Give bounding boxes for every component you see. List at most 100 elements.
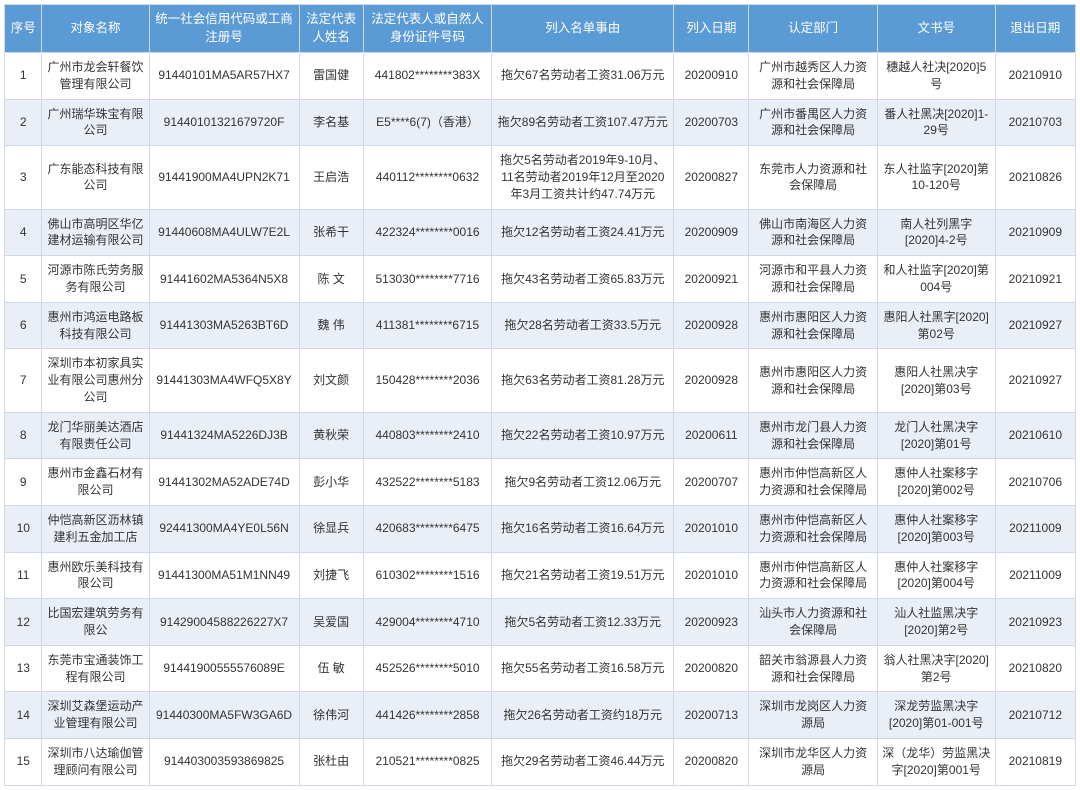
cell-dept: 惠州市仲恺高新区人力资源和社会保障局 xyxy=(749,505,878,552)
cell-uscc: 91429004588226227X7 xyxy=(149,599,299,646)
cell-reason: 拖欠29名劳动者工资46.44万元 xyxy=(492,738,674,785)
cell-reason: 拖欠43名劳动者工资65.83万元 xyxy=(492,256,674,303)
cell-outdate: 20210610 xyxy=(995,412,1075,459)
table-row: 4佛山市高明区华亿建材运输有限公司91440608MA4ULW7E2L张希干42… xyxy=(5,209,1076,256)
cell-idx: 12 xyxy=(5,599,42,646)
cell-docno: 东人社监字[2020]第10-120号 xyxy=(877,146,995,209)
cell-idx: 10 xyxy=(5,505,42,552)
table-row: 14深圳艾森堡运动产业管理有限公司91440300MA5FW3GA6D徐伟河44… xyxy=(5,692,1076,739)
cell-idno: E5****6(7)（香港） xyxy=(363,99,492,146)
cell-dept: 惠州市仲恺高新区人力资源和社会保障局 xyxy=(749,459,878,506)
cell-outdate: 20211009 xyxy=(995,552,1075,599)
cell-reason: 拖欠89名劳动者工资107.47万元 xyxy=(492,99,674,146)
cell-dept: 广州市番禺区人力资源和社会保障局 xyxy=(749,99,878,146)
cell-idx: 5 xyxy=(5,256,42,303)
cell-dept: 惠州市龙门县人力资源和社会保障局 xyxy=(749,412,878,459)
cell-docno: 惠仲人社案移字[2020]第002号 xyxy=(877,459,995,506)
cell-docno: 番人社黑决[2020]1-29号 xyxy=(877,99,995,146)
cell-indate: 20200928 xyxy=(674,349,749,412)
cell-rep: 彭小华 xyxy=(299,459,363,506)
cell-name: 东莞市宝通装饰工程有限公司 xyxy=(42,645,149,692)
cell-uscc: 91440101MA5AR57HX7 xyxy=(149,53,299,100)
cell-dept: 惠州市惠阳区人力资源和社会保障局 xyxy=(749,302,878,349)
cell-outdate: 20210703 xyxy=(995,99,1075,146)
table-row: 6惠州市鸿运电路板科技有限公司91441303MA5263BT6D魏 伟4113… xyxy=(5,302,1076,349)
cell-reason: 拖欠28名劳动者工资33.5万元 xyxy=(492,302,674,349)
table-body: 1广州市龙会轩餐饮管理有限公司91440101MA5AR57HX7雷国健4418… xyxy=(5,53,1076,786)
cell-docno: 深龙劳监黑决字[2020]第01-001号 xyxy=(877,692,995,739)
cell-dept: 惠州市惠阳区人力资源和社会保障局 xyxy=(749,349,878,412)
cell-docno: 龙门人社黑决字[2020]第01号 xyxy=(877,412,995,459)
cell-idx: 6 xyxy=(5,302,42,349)
cell-reason: 拖欠21名劳动者工资19.51万元 xyxy=(492,552,674,599)
cell-rep: 刘文颜 xyxy=(299,349,363,412)
cell-idx: 8 xyxy=(5,412,42,459)
table-row: 10仲恺高新区沥林镇建利五金加工店92441300MA4YE0L56N徐显兵42… xyxy=(5,505,1076,552)
cell-name: 广州瑞华珠宝有限公司 xyxy=(42,99,149,146)
cell-indate: 20200923 xyxy=(674,599,749,646)
cell-reason: 拖欠55名劳动者工资16.58万元 xyxy=(492,645,674,692)
table-row: 11惠州欧乐美科技有限公司91441300MA51M1NN49刘捷飞610302… xyxy=(5,552,1076,599)
cell-dept: 深圳市龙华区人力资源局 xyxy=(749,738,878,785)
cell-indate: 20200703 xyxy=(674,99,749,146)
cell-dept: 河源市和平县人力资源和社会保障局 xyxy=(749,256,878,303)
cell-idx: 2 xyxy=(5,99,42,146)
cell-rep: 雷国健 xyxy=(299,53,363,100)
cell-idno: 440112********0632 xyxy=(363,146,492,209)
cell-indate: 20201010 xyxy=(674,505,749,552)
cell-uscc: 91441900MA4UPN2K71 xyxy=(149,146,299,209)
cell-name: 惠州欧乐美科技有限公司 xyxy=(42,552,149,599)
cell-dept: 佛山市南海区人力资源和社会保障局 xyxy=(749,209,878,256)
cell-uscc: 91440608MA4ULW7E2L xyxy=(149,209,299,256)
cell-reason: 拖欠16名劳动者工资16.64万元 xyxy=(492,505,674,552)
cell-dept: 汕头市人力资源和社会保障局 xyxy=(749,599,878,646)
cell-indate: 20200611 xyxy=(674,412,749,459)
cell-rep: 黄秋荣 xyxy=(299,412,363,459)
cell-outdate: 20210826 xyxy=(995,146,1075,209)
cell-uscc: 91441300MA51M1NN49 xyxy=(149,552,299,599)
table-row: 13东莞市宝通装饰工程有限公司91441900555576089E伍 敏4525… xyxy=(5,645,1076,692)
cell-docno: 惠阳人社黑决字[2020]第03号 xyxy=(877,349,995,412)
cell-reason: 拖欠9名劳动者工资12.06万元 xyxy=(492,459,674,506)
cell-name: 龙门华丽美达酒店有限责任公司 xyxy=(42,412,149,459)
cell-dept: 惠州市仲恺高新区人力资源和社会保障局 xyxy=(749,552,878,599)
cell-name: 仲恺高新区沥林镇建利五金加工店 xyxy=(42,505,149,552)
cell-idx: 15 xyxy=(5,738,42,785)
cell-name: 广东能态科技有限公司 xyxy=(42,146,149,209)
cell-rep: 魏 伟 xyxy=(299,302,363,349)
col-header-outdate: 退出日期 xyxy=(995,5,1075,53)
cell-name: 深圳市本初家具实业有限公司惠州分公司 xyxy=(42,349,149,412)
table-row: 3广东能态科技有限公司91441900MA4UPN2K71王启浩440112**… xyxy=(5,146,1076,209)
table-row: 1广州市龙会轩餐饮管理有限公司91440101MA5AR57HX7雷国健4418… xyxy=(5,53,1076,100)
table-row: 8龙门华丽美达酒店有限责任公司91441324MA5226DJ3B黄秋荣4408… xyxy=(5,412,1076,459)
cell-name: 比国宏建筑劳务有限公 xyxy=(42,599,149,646)
cell-rep: 伍 敏 xyxy=(299,645,363,692)
col-header-reason: 列入名单事由 xyxy=(492,5,674,53)
cell-rep: 陈 文 xyxy=(299,256,363,303)
cell-uscc: 91441303MA4WFQ5X8Y xyxy=(149,349,299,412)
cell-uscc: 914403003593869825 xyxy=(149,738,299,785)
cell-outdate: 20210927 xyxy=(995,349,1075,412)
cell-dept: 东莞市人力资源和社会保障局 xyxy=(749,146,878,209)
cell-indate: 20200921 xyxy=(674,256,749,303)
cell-docno: 南人社列黑字[2020]4-2号 xyxy=(877,209,995,256)
col-header-dept: 认定部门 xyxy=(749,5,878,53)
table-row: 2广州瑞华珠宝有限公司91440101321679720F李名基E5****6(… xyxy=(5,99,1076,146)
cell-dept: 深圳市龙岗区人力资源局 xyxy=(749,692,878,739)
col-header-name: 对象名称 xyxy=(42,5,149,53)
cell-indate: 20200909 xyxy=(674,209,749,256)
cell-dept: 韶关市翁源县人力资源和社会保障局 xyxy=(749,645,878,692)
cell-indate: 20200910 xyxy=(674,53,749,100)
cell-rep: 王启浩 xyxy=(299,146,363,209)
col-header-rep: 法定代表人姓名 xyxy=(299,5,363,53)
cell-idno: 452526********5010 xyxy=(363,645,492,692)
cell-indate: 20200713 xyxy=(674,692,749,739)
cell-name: 深圳市八达瑜伽管理顾问有限公司 xyxy=(42,738,149,785)
cell-indate: 20200928 xyxy=(674,302,749,349)
cell-name: 河源市陈氏劳务服务有限公司 xyxy=(42,256,149,303)
cell-docno: 穗越人社决[2020]5号 xyxy=(877,53,995,100)
cell-uscc: 91441303MA5263BT6D xyxy=(149,302,299,349)
cell-reason: 拖欠22名劳动者工资10.97万元 xyxy=(492,412,674,459)
cell-idno: 441426********2858 xyxy=(363,692,492,739)
cell-indate: 20200820 xyxy=(674,645,749,692)
